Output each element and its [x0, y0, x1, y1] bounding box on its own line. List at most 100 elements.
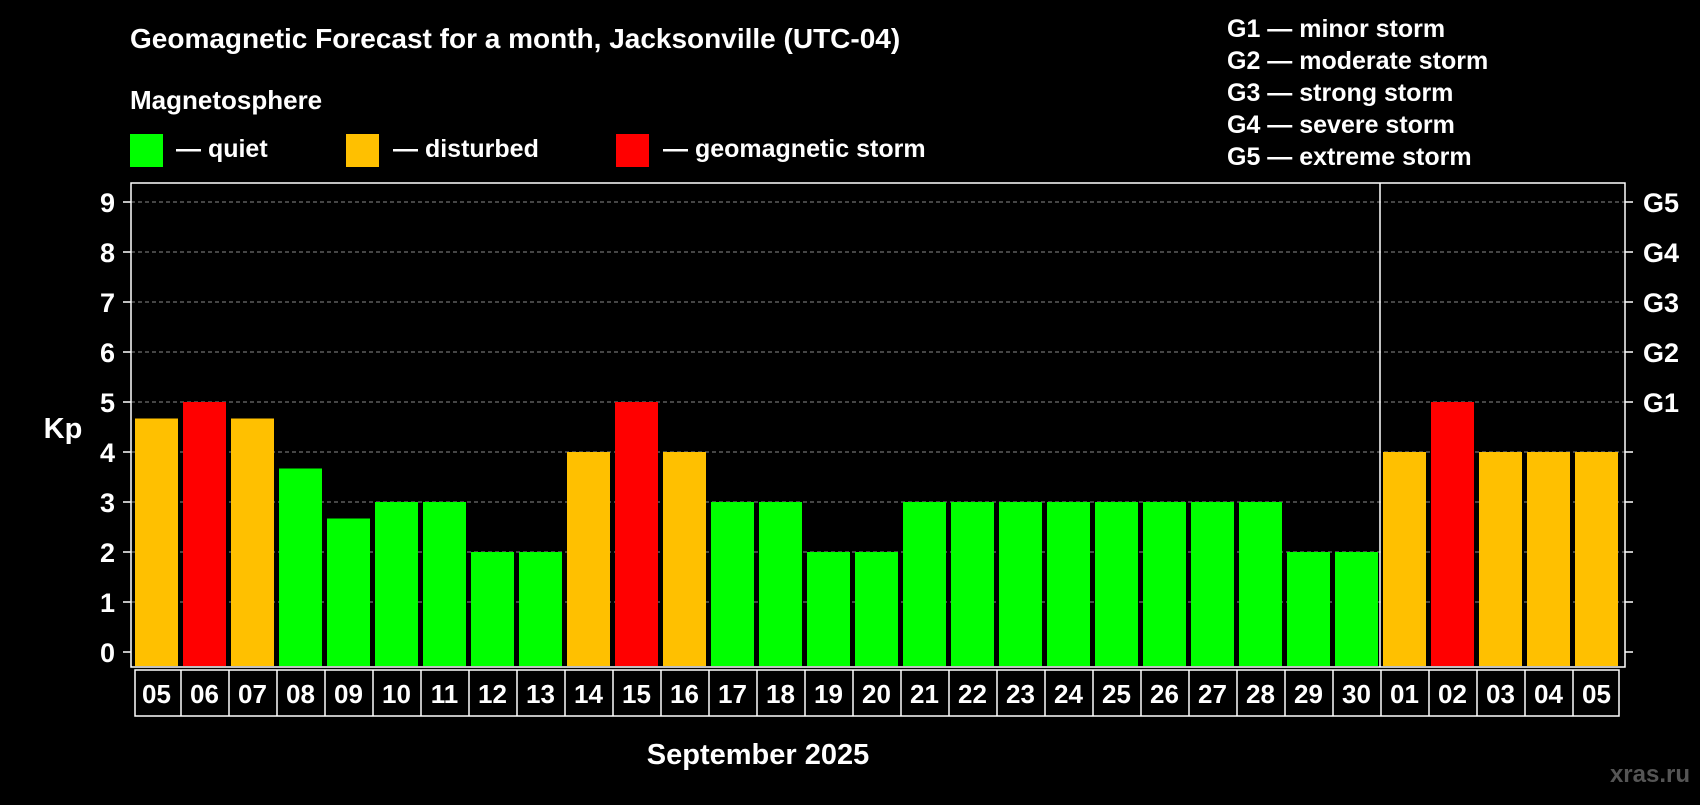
- x-tick-label: 05: [1582, 679, 1611, 709]
- kp-bar: [1287, 552, 1330, 666]
- x-tick-label: 08: [286, 679, 315, 709]
- kp-bar: [951, 502, 994, 666]
- x-axis-label: September 2025: [647, 739, 869, 771]
- x-tick-label: 28: [1246, 679, 1275, 709]
- x-tick-label: 11: [431, 679, 459, 709]
- right-tick-label: G2: [1643, 338, 1679, 368]
- x-tick-label: 24: [1054, 679, 1083, 709]
- x-axis-day-cells: 05 06 07 08 09 10 11 12 13 14 15 16 17 18 19 20 21 22 23 24…: [134, 669, 1620, 717]
- storm-scale-legend: G1 — minor storm G2 — moderate storm G3 …: [1227, 15, 1488, 171]
- storm-scale-g3: G3 — strong storm: [1227, 79, 1453, 107]
- y-tick-label: 3: [100, 488, 115, 518]
- x-axis-cells-frame: [134, 669, 1620, 717]
- legend: — quiet — disturbed — geomagnetic storm: [130, 134, 926, 167]
- kp-bar: [1335, 552, 1378, 666]
- x-tick-label: 16: [670, 679, 699, 709]
- y-tick-label: 1: [100, 588, 115, 618]
- kp-bar: [567, 452, 610, 666]
- kp-bar: [471, 552, 514, 666]
- right-tick-label: G4: [1643, 238, 1679, 268]
- x-tick-label: 18: [766, 679, 795, 709]
- y-axis-label: Kp: [44, 413, 83, 445]
- x-tick-label: 10: [382, 679, 411, 709]
- x-tick-label: 30: [1342, 679, 1371, 709]
- x-tick-label: 07: [238, 679, 267, 709]
- y-axis-ticks: 0 1 2 3 4 5 6 7 8 9: [100, 188, 131, 668]
- x-tick-label: 06: [190, 679, 219, 709]
- x-tick-label: 23: [1006, 679, 1035, 709]
- kp-bar: [1239, 502, 1282, 666]
- x-tick-label: 22: [958, 679, 987, 709]
- kp-bar: [519, 552, 562, 666]
- y-tick-label: 4: [100, 438, 115, 468]
- kp-bar: [1047, 502, 1090, 666]
- kp-bar: [135, 418, 178, 666]
- legend-swatch-disturbed: [346, 134, 379, 167]
- storm-scale-g5: G5 — extreme storm: [1227, 143, 1472, 171]
- kp-bar: [759, 502, 802, 666]
- bars: [135, 402, 1618, 666]
- x-tick-label: 13: [526, 679, 555, 709]
- y-tick-label: 7: [100, 288, 115, 318]
- kp-bar: [663, 452, 706, 666]
- x-tick-label: 09: [334, 679, 363, 709]
- plot-frame: [130, 182, 1626, 668]
- y-tick-label: 0: [100, 638, 115, 668]
- x-tick-label: 02: [1438, 679, 1467, 709]
- kp-bar: [279, 468, 322, 666]
- x-tick-label: 04: [1534, 679, 1563, 709]
- kp-bar: [903, 502, 946, 666]
- legend-label-disturbed: — disturbed: [393, 135, 539, 163]
- y-tick-label: 9: [100, 188, 115, 218]
- x-tick-label: 19: [814, 679, 843, 709]
- kp-bar: [183, 402, 226, 666]
- kp-bar: [1575, 452, 1618, 666]
- kp-bar: [807, 552, 850, 666]
- kp-bar: [615, 402, 658, 666]
- storm-scale-g4: G4 — severe storm: [1227, 111, 1455, 139]
- x-tick-label: 14: [574, 679, 603, 709]
- x-tick-label: 17: [718, 679, 747, 709]
- y-tick-label: 8: [100, 238, 115, 268]
- kp-bar: [1143, 502, 1186, 666]
- x-tick-label: 21: [910, 679, 939, 709]
- kp-bar: [423, 502, 466, 666]
- legend-label-storm: — geomagnetic storm: [663, 135, 926, 163]
- kp-bar: [711, 502, 754, 666]
- x-tick-label: 25: [1102, 679, 1131, 709]
- kp-bar: [1527, 452, 1570, 666]
- kp-bar: [231, 418, 274, 666]
- kp-bar: [327, 518, 370, 666]
- x-tick-label: 27: [1198, 679, 1227, 709]
- right-tick-label: G3: [1643, 288, 1679, 318]
- storm-scale-g1: G1 — minor storm: [1227, 15, 1445, 43]
- y-tick-label: 6: [100, 338, 115, 368]
- x-tick-label: 01: [1390, 679, 1419, 709]
- y-tick-label: 5: [100, 388, 115, 418]
- kp-bar: [999, 502, 1042, 666]
- right-tick-label: G1: [1643, 388, 1679, 418]
- kp-bar: [1479, 452, 1522, 666]
- kp-bar: [1095, 502, 1138, 666]
- x-tick-label: 29: [1294, 679, 1323, 709]
- x-tick-label: 12: [478, 679, 507, 709]
- watermark: xras.ru: [1610, 761, 1690, 788]
- x-tick-label: 20: [862, 679, 891, 709]
- legend-swatch-storm: [616, 134, 649, 167]
- x-tick-label: 03: [1486, 679, 1515, 709]
- y-tick-label: 2: [100, 538, 115, 568]
- kp-bar: [375, 502, 418, 666]
- x-tick-label: 15: [622, 679, 651, 709]
- legend-heading: Magnetosphere: [130, 85, 322, 115]
- kp-bar: [1191, 502, 1234, 666]
- x-tick-label: 05: [142, 679, 171, 709]
- x-tick-label: 26: [1150, 679, 1179, 709]
- storm-scale-g2: G2 — moderate storm: [1227, 47, 1488, 75]
- right-tick-label: G5: [1643, 188, 1679, 218]
- kp-bar: [855, 552, 898, 666]
- kp-bar: [1431, 402, 1474, 666]
- chart-title: Geomagnetic Forecast for a month, Jackso…: [130, 23, 900, 54]
- legend-swatch-quiet: [130, 134, 163, 167]
- kp-bar: [1383, 452, 1426, 666]
